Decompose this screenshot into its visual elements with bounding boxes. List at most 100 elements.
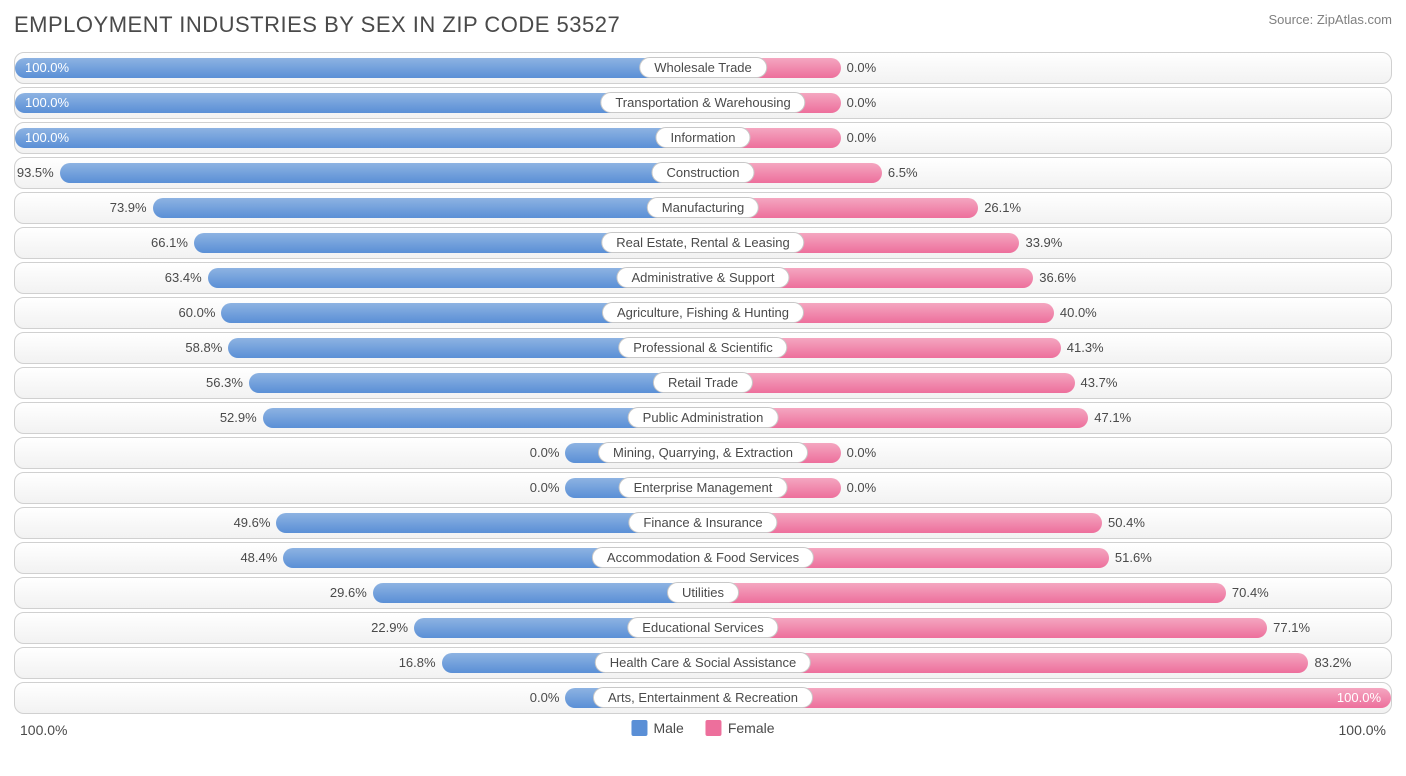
chart-row: 63.4%36.6%Administrative & Support <box>14 262 1392 294</box>
chart-source: Source: ZipAtlas.com <box>1268 12 1392 27</box>
category-label: Real Estate, Rental & Leasing <box>601 232 804 253</box>
legend-male-label: Male <box>653 720 683 736</box>
male-bar <box>15 58 703 78</box>
male-half: 22.9% <box>15 613 703 643</box>
chart-row: 93.5% 6.5% Construction <box>14 157 1392 189</box>
category-label: Manufacturing <box>647 197 759 218</box>
female-pct-label: 0.0% <box>847 445 877 460</box>
male-swatch <box>631 720 647 736</box>
category-label: Wholesale Trade <box>639 57 767 78</box>
female-swatch <box>706 720 722 736</box>
female-half: 43.7% <box>703 368 1391 398</box>
chart-row: 60.0% 40.0% Agriculture, Fishing & Hunting <box>14 297 1392 329</box>
female-half: 77.1% <box>703 613 1391 643</box>
female-pct-label: 40.0% <box>1060 305 1097 320</box>
female-pct-label: 0.0% <box>847 95 877 110</box>
male-pct-label: 100.0% <box>25 60 69 75</box>
male-pct-label: 60.0% <box>179 305 216 320</box>
female-half: 47.1% <box>703 403 1391 433</box>
male-pct-label: 100.0% <box>25 95 69 110</box>
male-bar <box>373 583 703 603</box>
category-label: Transportation & Warehousing <box>600 92 805 113</box>
female-pct-label: 70.4% <box>1232 585 1269 600</box>
chart-row: 29.6% 70.4% Utilities <box>14 577 1392 609</box>
male-bar <box>60 163 703 183</box>
male-half: 56.3% <box>15 368 703 398</box>
female-half: 0.0% <box>703 123 1391 153</box>
category-label: Agriculture, Fishing & Hunting <box>602 302 804 323</box>
chart-row: 56.3% 43.7% Retail Trade <box>14 367 1392 399</box>
category-label: Arts, Entertainment & Recreation <box>593 687 813 708</box>
chart-row: 58.8% 41.3% Professional & Scientific <box>14 332 1392 364</box>
female-pct-label: 0.0% <box>847 480 877 495</box>
male-pct-label: 56.3% <box>206 375 243 390</box>
legend-female-label: Female <box>728 720 775 736</box>
male-pct-label: 52.9% <box>220 410 257 425</box>
female-bar <box>703 373 1075 393</box>
female-half: 26.1% <box>703 193 1391 223</box>
category-label: Professional & Scientific <box>618 337 787 358</box>
legend: Male Female <box>631 720 774 736</box>
chart-row: 16.8%83.2%Health Care & Social Assistanc… <box>14 647 1392 679</box>
male-pct-label: 0.0% <box>530 445 560 460</box>
male-pct-label: 22.9% <box>371 620 408 635</box>
male-bar <box>15 128 703 148</box>
category-label: Finance & Insurance <box>628 512 777 533</box>
category-label: Health Care & Social Assistance <box>595 652 811 673</box>
female-bar <box>703 618 1267 638</box>
female-pct-label: 47.1% <box>1094 410 1131 425</box>
chart-row: 100.0% 0.0% Wholesale Trade <box>14 52 1392 84</box>
category-label: Utilities <box>667 582 739 603</box>
female-pct-label: 36.6% <box>1039 270 1076 285</box>
male-half: 100.0% <box>15 53 703 83</box>
legend-female: Female <box>706 720 775 736</box>
male-half: 29.6% <box>15 578 703 608</box>
female-half: 6.5% <box>703 158 1391 188</box>
female-pct-label: 0.0% <box>847 60 877 75</box>
female-pct-label: 77.1% <box>1273 620 1310 635</box>
female-pct-label: 0.0% <box>847 130 877 145</box>
male-bar <box>153 198 703 218</box>
female-pct-label: 33.9% <box>1025 235 1062 250</box>
female-pct-label: 43.7% <box>1081 375 1118 390</box>
axis-label-right: 100.0% <box>1339 722 1386 738</box>
male-half: 0.0% <box>15 473 703 503</box>
female-pct-label: 50.4% <box>1108 515 1145 530</box>
male-pct-label: 0.0% <box>530 690 560 705</box>
male-bar <box>249 373 703 393</box>
female-half: 50.4% <box>703 508 1391 538</box>
female-half: 33.9% <box>703 228 1391 258</box>
chart-row: 66.1%33.9%Real Estate, Rental & Leasing <box>14 227 1392 259</box>
category-label: Construction <box>652 162 755 183</box>
female-half: 36.6% <box>703 263 1391 293</box>
male-half: 49.6% <box>15 508 703 538</box>
category-label: Retail Trade <box>653 372 753 393</box>
female-pct-label: 26.1% <box>984 200 1021 215</box>
male-half: 58.8% <box>15 333 703 363</box>
chart-row: 52.9%47.1%Public Administration <box>14 402 1392 434</box>
female-half: 0.0% <box>703 53 1391 83</box>
male-half: 100.0% <box>15 123 703 153</box>
category-label: Information <box>655 127 750 148</box>
category-label: Accommodation & Food Services <box>592 547 814 568</box>
chart-row: 48.4% 51.6% Accommodation & Food Services <box>14 542 1392 574</box>
male-pct-label: 29.6% <box>330 585 367 600</box>
male-half: 52.9% <box>15 403 703 433</box>
male-pct-label: 48.4% <box>240 550 277 565</box>
male-half: 60.0% <box>15 298 703 328</box>
legend-male: Male <box>631 720 683 736</box>
female-pct-label: 41.3% <box>1067 340 1104 355</box>
axis-label-left: 100.0% <box>20 722 67 738</box>
chart-row: 100.0% 0.0% Information <box>14 122 1392 154</box>
female-pct-label: 51.6% <box>1115 550 1152 565</box>
male-pct-label: 63.4% <box>165 270 202 285</box>
male-half: 63.4% <box>15 263 703 293</box>
male-pct-label: 58.8% <box>185 340 222 355</box>
chart-row: 0.0%100.0%Arts, Entertainment & Recreati… <box>14 682 1392 714</box>
male-half: 93.5% <box>15 158 703 188</box>
diverging-bar-chart: 100.0% 0.0% Wholesale Trade 100.0% 0.0% Trans… <box>14 52 1392 714</box>
female-half: 41.3% <box>703 333 1391 363</box>
female-half: 0.0% <box>703 88 1391 118</box>
female-half: 40.0% <box>703 298 1391 328</box>
female-pct-label: 6.5% <box>888 165 918 180</box>
